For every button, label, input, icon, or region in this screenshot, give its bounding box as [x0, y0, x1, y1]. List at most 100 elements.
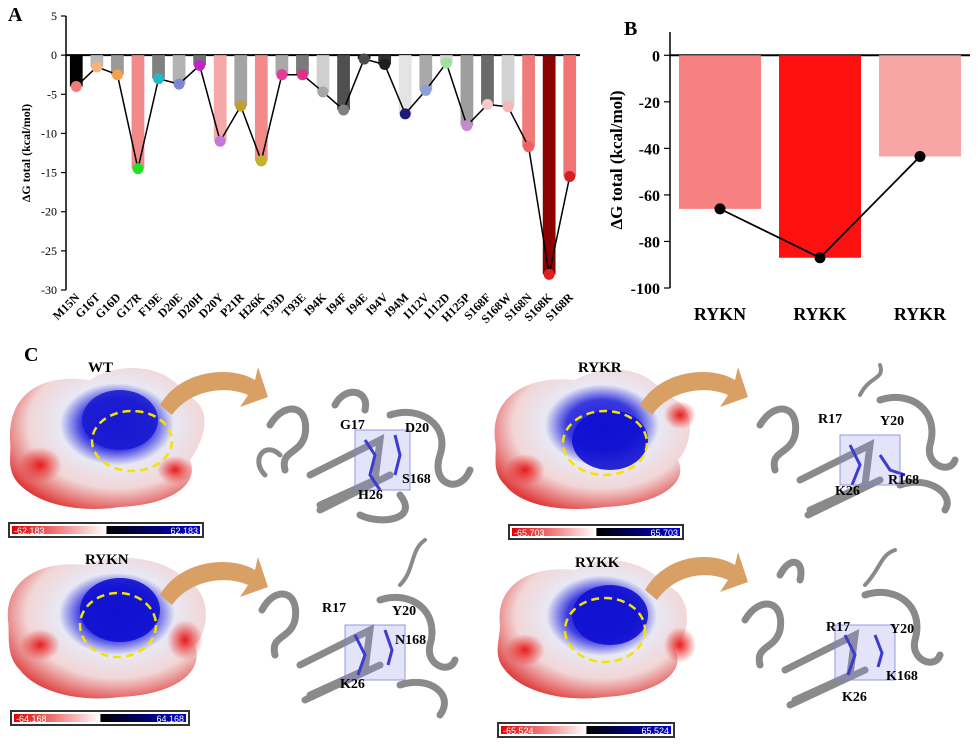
wt-cbar-max: 62.183: [170, 526, 198, 536]
chart-a-point: [543, 268, 555, 280]
chart-a-y-tick-label: -5: [47, 87, 57, 101]
chart-b-bar: [879, 55, 961, 157]
chart-a-y-tick-label: -15: [41, 166, 57, 180]
rykk-title: RYKK: [575, 555, 620, 571]
chart-b-x-tick-label: RYKK: [793, 304, 846, 324]
chart-b-point: [714, 203, 726, 215]
chart-a-bar: [69, 55, 83, 87]
wt-cartoon: [256, 388, 474, 524]
chart-a-point: [173, 78, 185, 90]
rykr-title: RYKR: [578, 360, 622, 376]
chart-b-y-tick-label: -100: [631, 281, 660, 298]
rykr-label-r168: R168: [888, 473, 920, 488]
rykr-cbar-max: 65.703: [650, 528, 678, 538]
chart-a-point: [153, 73, 165, 85]
chart-a-bar: [398, 55, 412, 114]
wt-label-s168: S168: [402, 472, 431, 487]
chart-a-point: [399, 108, 411, 120]
chart-a-y-tick-label: -25: [41, 244, 57, 258]
chart-a-y-tick-label: 0: [51, 48, 57, 62]
rykn-title: RYKN: [85, 552, 129, 568]
chart-a-bar: [111, 55, 124, 75]
rykr-cartoon: [756, 363, 959, 519]
chart-a-point: [276, 69, 288, 81]
chart-a-bar: [563, 55, 577, 177]
rykk-cbar-max: 65.524: [641, 726, 669, 736]
rykn-cbar-max: 64.168: [156, 714, 184, 724]
chart-b-y-tick-label: 0: [652, 48, 660, 65]
chart-a-y-tick-label: 5: [51, 9, 57, 23]
chart-a-y-label: ΔG total (kcal/mol): [19, 104, 33, 202]
chart-a-point: [523, 141, 535, 153]
chart-b-y-tick-label: -60: [639, 188, 660, 205]
rykn-label-r17: R17: [322, 601, 347, 616]
rykr-residues: [839, 434, 906, 486]
chart-a-y-tick-label: -10: [41, 126, 57, 140]
chart-a-bar: [234, 55, 248, 107]
wt-surface: [9, 368, 205, 509]
rykn-label-k26: K26: [340, 677, 365, 692]
rykk-label-k26: K26: [842, 690, 867, 705]
chart-a-point: [70, 80, 82, 92]
chart-a-bar: [131, 55, 145, 169]
rykk-color-bar: -65.524 65.524: [497, 722, 675, 738]
chart-a-point: [481, 98, 493, 110]
chart-b-point: [814, 252, 826, 264]
chart-b: 0 -20 -40 -60 -80 -100 RYKN RYKK RYKR ΔG total (k…: [607, 32, 970, 324]
chart-a-point: [338, 104, 350, 116]
rykn-residues: [344, 624, 406, 681]
chart-a-bar: [522, 55, 535, 147]
chart-a-point: [91, 61, 103, 73]
chart-a-point: [296, 69, 308, 81]
rykk-label-y20: Y20: [890, 622, 915, 637]
chart-a-bar: [419, 55, 433, 91]
panel-c-graphics: [7, 363, 959, 719]
chart-a-bar: [172, 55, 186, 85]
chart-a-y-tick-label: -20: [41, 205, 57, 219]
chart-a-point: [235, 100, 247, 112]
chart-b-y-tick-label: -40: [639, 141, 660, 158]
chart-a-bar: [316, 55, 330, 92]
rykk-label-r17: R17: [826, 620, 851, 635]
chart-a-point: [420, 84, 432, 96]
rykr-arrow: [640, 367, 748, 415]
chart-b-bar: [679, 55, 761, 209]
chart-a-bar: [501, 55, 515, 107]
rykk-surface: [497, 560, 696, 699]
chart-b-y-tick-label: -80: [639, 234, 660, 251]
chart-a-point: [358, 53, 370, 65]
chart-a: 50-5-10-15-20-25-30M15NG16TG16DG17RF19ED…: [19, 9, 580, 326]
chart-a-point: [132, 163, 144, 175]
chart-a-point: [461, 120, 473, 132]
chart-a-point: [564, 170, 576, 182]
rykn-label-n168: N168: [395, 633, 427, 648]
rykr-color-bar: -65.703 65.703: [508, 524, 684, 540]
wt-cbar-min: -62.183: [14, 526, 45, 536]
rykn-label-y20: Y20: [392, 604, 417, 619]
chart-a-point: [214, 135, 226, 147]
rykr-label-r17: R17: [818, 412, 843, 427]
chart-a-bar: [481, 55, 494, 105]
chart-a-point: [379, 59, 391, 71]
chart-a-y-tick-label: -30: [41, 283, 57, 297]
rykn-cartoon: [258, 538, 459, 719]
chart-a-point: [194, 59, 206, 71]
rykr-label-k26: K26: [835, 484, 860, 499]
wt-residues: [354, 429, 411, 491]
wt-arrow: [160, 367, 268, 415]
chart-a-bar: [152, 55, 165, 79]
chart-a-bar: [254, 55, 268, 161]
rykk-label-k168: K168: [886, 669, 918, 684]
wt-label-h26: H26: [358, 488, 383, 503]
chart-b-x-tick-label: RYKN: [694, 304, 746, 324]
chart-a-bar: [90, 55, 104, 67]
panel-a-letter: A: [8, 4, 23, 26]
wt-label-d20: D20: [405, 421, 430, 436]
wt-label-g17: G17: [340, 418, 365, 433]
chart-b-bar: [779, 55, 861, 258]
rykn-arrow: [160, 557, 268, 605]
rykr-label-y20: Y20: [880, 414, 905, 429]
chart-b-x-tick-label: RYKR: [894, 304, 947, 324]
rykn-color-bar: -64.168 64.168: [10, 710, 190, 726]
rykk-cbar-min: -65.524: [503, 726, 534, 736]
